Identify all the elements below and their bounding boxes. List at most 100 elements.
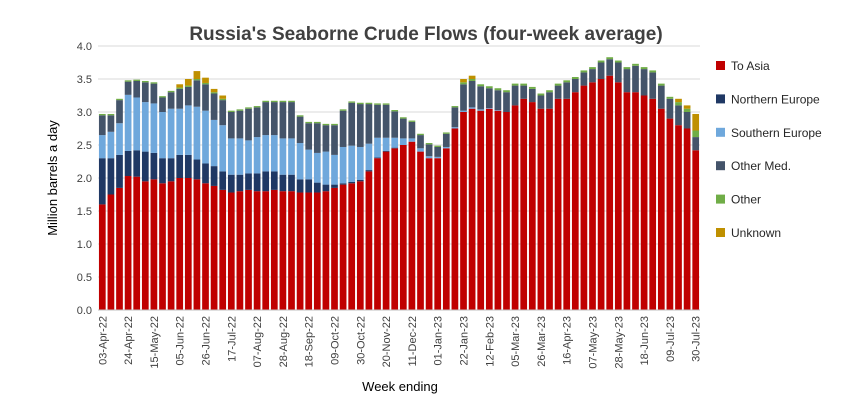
bar-segment-southern-europe [365, 143, 373, 171]
bar-segment-unknown [468, 75, 476, 79]
x-tick-label: 24-Apr-22 [123, 316, 135, 365]
bar-segment-southern-europe [141, 102, 149, 152]
bar-segment-unknown [219, 95, 227, 99]
bar-segment-other-med [262, 102, 270, 136]
bar-segment-other-med [365, 104, 373, 144]
legend-swatch [716, 61, 725, 70]
bar-segment-to-asia [98, 204, 106, 310]
bar-segment-to-asia [511, 105, 519, 311]
bar-segment-to-asia [236, 191, 244, 310]
bar-segment-northern-europe [382, 150, 390, 152]
bar-segment-other [692, 130, 700, 138]
bar-segment-unknown [210, 88, 218, 93]
bar-segment-southern-europe [442, 146, 450, 149]
bar-segment-other [468, 79, 476, 81]
bar-segment-other-med [305, 123, 313, 150]
bar-segment-other [305, 121, 313, 124]
bar-segment-northern-europe [107, 158, 115, 195]
bar-segment-to-asia [425, 158, 433, 310]
bar-segment-other-med [675, 105, 682, 126]
legend-label: To Asia [731, 59, 770, 73]
bar-segment-unknown [675, 98, 682, 103]
bar-segment-to-asia [580, 85, 588, 310]
bar-segment-to-asia [537, 108, 545, 310]
bar-segment-to-asia [675, 125, 682, 310]
x-tick-label: 18-Jun-23 [639, 316, 651, 366]
bar-segment-other-med [528, 88, 536, 103]
bar-segment-to-asia [434, 158, 442, 310]
bar-segment-to-asia [176, 178, 184, 310]
bar-segment-northern-europe [296, 179, 304, 193]
bar-segment-to-asia [210, 185, 218, 310]
bar-segment-other-med [382, 104, 390, 138]
bar-segment-southern-europe [485, 108, 493, 109]
bar-segment-other [589, 67, 596, 70]
x-tick-label: 18-Sep-22 [304, 316, 316, 367]
bar-segment-other [253, 106, 261, 108]
bar-segment-northern-europe [305, 179, 313, 193]
x-tick-label: 01-Jan-23 [433, 316, 445, 366]
bar-segment-other-med [468, 80, 476, 108]
bar-segment-other [279, 100, 287, 103]
bar-segment-to-asia [356, 181, 364, 310]
bar-segment-to-asia [313, 192, 321, 310]
bar-segment-southern-europe [391, 137, 399, 148]
bar-segment-to-asia [589, 82, 596, 310]
y-tick-label: 4.0 [77, 41, 92, 53]
bar-segment-northern-europe [150, 152, 158, 180]
bar-segment-other [399, 117, 407, 119]
bar-segment-northern-europe [288, 174, 295, 192]
bar-segment-other [167, 90, 175, 93]
x-tick-label: 05-Mar-23 [510, 316, 522, 367]
bar-segment-other [270, 100, 278, 103]
bar-segment-to-asia [417, 151, 424, 310]
bar-segment-other [176, 87, 184, 89]
bar-segment-other [649, 70, 657, 73]
bar-segment-to-asia [632, 92, 639, 310]
bar-segment-other-med [485, 88, 493, 109]
bar-segment-other [571, 77, 579, 79]
x-tick-label: 22-Jan-23 [459, 316, 471, 366]
bar-segment-other-med [331, 125, 338, 155]
bar-segment-other-med [554, 85, 562, 99]
x-tick-label: 30-Jul-23 [691, 316, 703, 362]
bar-segment-southern-europe [408, 138, 416, 142]
legend-swatch [716, 228, 725, 237]
bar-segment-northern-europe [227, 174, 235, 193]
bar-segment-other-med [399, 118, 407, 139]
bar-segment-northern-europe [98, 158, 106, 205]
bar-segment-to-asia [374, 158, 381, 310]
bar-segment-to-asia [477, 110, 485, 311]
legend-swatch [716, 194, 725, 204]
bar-segment-southern-europe [193, 106, 201, 160]
bar-segment-other-med [649, 72, 657, 99]
legend-label: Northern Europe [731, 92, 820, 106]
bar-segment-unknown [202, 77, 209, 83]
bar-segment-southern-europe [425, 156, 433, 159]
bar-segment-other-med [184, 86, 192, 106]
bar-segment-other-med [339, 110, 347, 147]
bar-segment-other-med [374, 104, 381, 138]
bar-segment-northern-europe [236, 174, 244, 192]
bar-segment-other-med [417, 135, 424, 149]
bar-segment-other-med [632, 65, 639, 93]
bar-segment-northern-europe [193, 159, 201, 180]
bar-segment-other [442, 132, 450, 134]
bar-segment-southern-europe [451, 127, 459, 129]
bar-segment-to-asia [640, 95, 648, 310]
bar-segment-other [606, 57, 614, 60]
bar-segment-to-asia [460, 112, 467, 310]
bar-segment-other-med [434, 146, 442, 157]
bar-segment-southern-europe [348, 145, 356, 182]
bar-segment-northern-europe [270, 171, 278, 190]
bar-segment-other [554, 83, 562, 86]
bar-segment-southern-europe [322, 151, 330, 185]
bar-segment-other [288, 100, 295, 103]
legend-label: Unknown [731, 226, 781, 240]
bar-segment-to-asia [391, 148, 399, 310]
bar-segment-other [339, 109, 347, 111]
bar-segment-to-asia [468, 108, 476, 310]
bar-segment-other [537, 93, 545, 96]
